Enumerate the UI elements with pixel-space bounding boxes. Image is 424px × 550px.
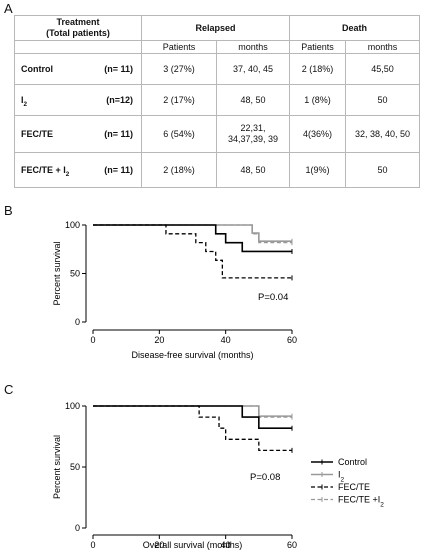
chart-disease-free: 0 50 100 0 20 40 60 Disease-free survival (mont…: [52, 220, 297, 360]
x-tick-label: 60: [287, 540, 297, 550]
x-axis-label: Overall survival (months): [143, 540, 243, 550]
legend-label: I2: [338, 470, 345, 484]
x-tick-label: 0: [90, 540, 95, 550]
x-tick-label: 60: [287, 335, 297, 345]
y-tick-label: 50: [70, 462, 80, 472]
series-line-control: [93, 406, 292, 428]
series-line-control: [93, 225, 292, 251]
x-tick-label: 0: [90, 335, 95, 345]
y-tick-label: 100: [65, 220, 80, 230]
y-tick-label: 0: [75, 523, 80, 533]
x-tick-label: 40: [221, 335, 231, 345]
y-tick-label: 100: [65, 401, 80, 411]
x-tick-label: 20: [154, 335, 164, 345]
x-axis-label: Disease-free survival (months): [131, 350, 253, 360]
series-line-fec-te-i2: [93, 225, 292, 243]
legend-label: Control: [338, 457, 367, 467]
series-line-i2: [93, 406, 292, 416]
legend-label: FEC/TE +I2: [338, 495, 384, 509]
p-value-annotation: P=0.08: [250, 472, 280, 483]
y-tick-label: 0: [75, 317, 80, 327]
legend-label: FEC/TE: [338, 482, 370, 492]
series-line-i2: [93, 225, 292, 241]
y-axis-label: Percent survival: [52, 241, 62, 305]
y-tick-label: 50: [70, 269, 80, 279]
y-axis-label: Percent survival: [52, 435, 62, 499]
p-value-annotation: P=0.04: [258, 292, 288, 303]
